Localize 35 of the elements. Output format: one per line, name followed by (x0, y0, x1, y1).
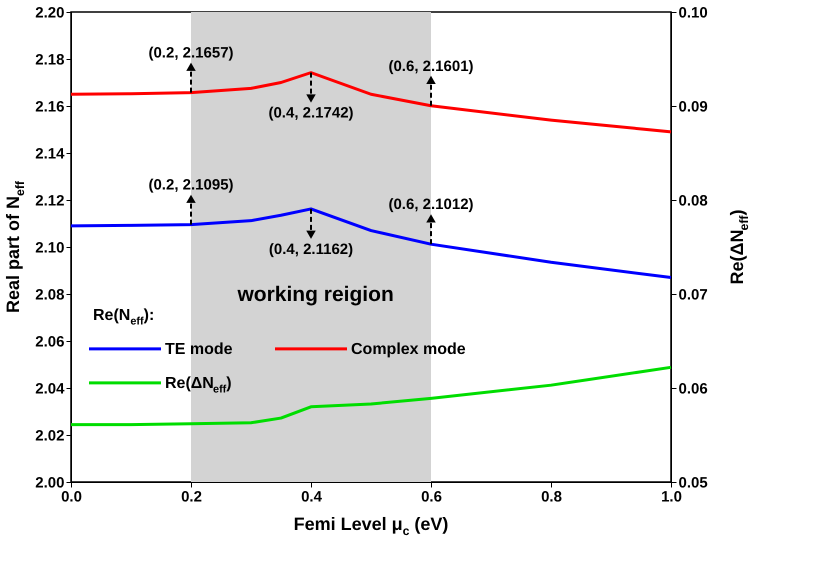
x-tick-label: 1.0 (661, 488, 682, 506)
annotation: (0.4, 2.1162) (268, 240, 354, 258)
annotation: (0.6, 2.1012) (388, 196, 474, 214)
y2-tick-label: 0.08 (678, 192, 708, 210)
x-tick-label: 0.0 (61, 488, 82, 506)
legend-label: TE mode (165, 340, 233, 358)
y-axis-title: Real part of Neff (3, 180, 28, 313)
annotation: (0.4, 2.1742) (268, 104, 354, 122)
y2-tick-label: 0.05 (678, 474, 708, 492)
y-tick-label: 2.04 (35, 380, 66, 398)
x-tick-label: 0.8 (541, 488, 562, 506)
x-tick-label: 0.2 (181, 488, 202, 506)
y-tick-label: 2.16 (35, 98, 64, 116)
y2-tick-label: 0.06 (678, 380, 708, 398)
y-tick-label: 2.10 (35, 240, 64, 256)
y-tick-label: 2.14 (35, 146, 66, 162)
y2-axis-title: Re(ΔNeff) (727, 210, 752, 284)
band-label: working reigion (236, 283, 394, 306)
y-tick-label: 2.12 (35, 192, 64, 210)
legend-label: Complex mode (351, 340, 466, 358)
y-tick-label: 2.00 (35, 474, 64, 492)
annotation: (0.2, 2.1095) (148, 176, 234, 194)
line-series (70, 366, 672, 426)
y-tick-label: 2.08 (35, 286, 64, 304)
annotation: (0.6, 2.1601) (388, 58, 474, 75)
x-tick-label: 0.6 (421, 488, 442, 506)
y-tick-label: 2.18 (35, 52, 64, 68)
x-tick-label: 0.4 (301, 488, 323, 506)
y-tick-label: 2.06 (35, 334, 64, 350)
y-tick-label: 2.02 (35, 428, 64, 444)
y-tick-label: 2.20 (35, 4, 64, 22)
annotation: (0.2, 2.1657) (148, 44, 234, 62)
y2-tick-label: 0.07 (678, 286, 708, 304)
y2-tick-label: 0.10 (678, 4, 708, 22)
y2-tick-label: 0.09 (678, 98, 708, 116)
